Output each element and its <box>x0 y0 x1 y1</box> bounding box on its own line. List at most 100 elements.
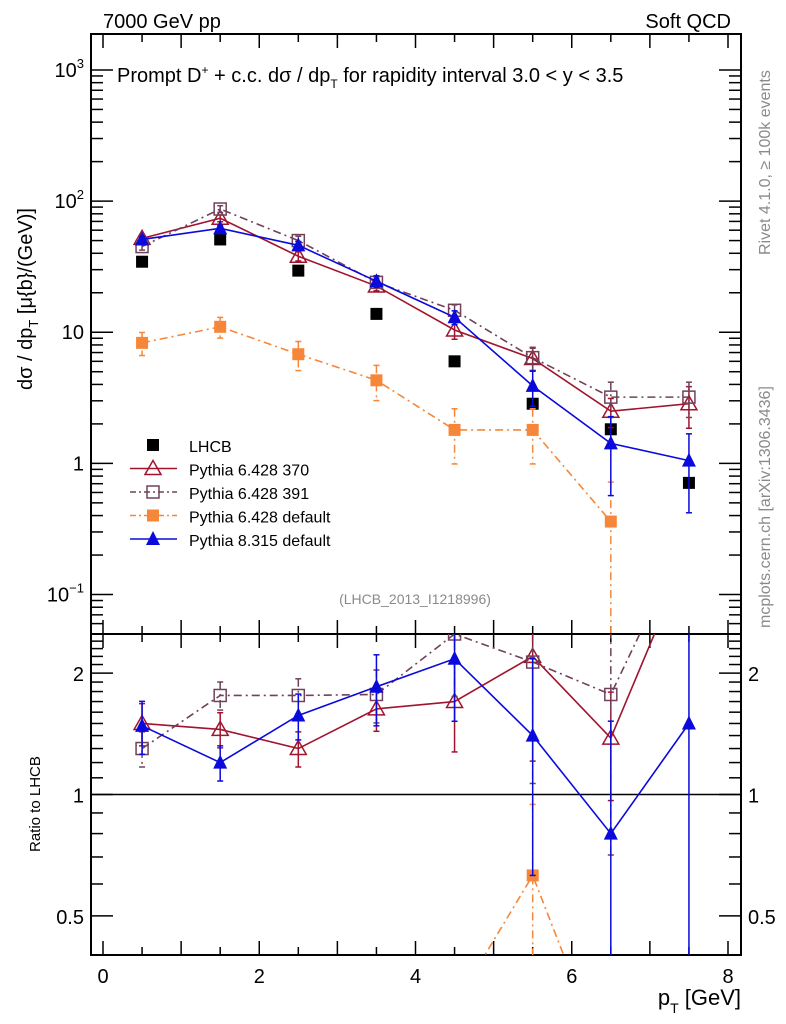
ratio-data-point <box>370 994 382 1006</box>
ratio-data-point <box>213 688 227 703</box>
main-data-point <box>682 390 696 404</box>
main-data-point <box>136 255 149 268</box>
legend-item: Pythia 6.428 370 <box>130 458 309 480</box>
x-tick-label: 8 <box>722 966 733 988</box>
legend-marker <box>147 509 159 522</box>
legend-item: Pythia 6.428 default <box>130 509 331 527</box>
ratio-series-line <box>141 634 641 750</box>
ratio-y-tick-label: 0.5 <box>56 907 84 929</box>
main-data-point <box>214 320 227 333</box>
legend-item: LHCB <box>147 439 232 456</box>
main-data-point <box>213 202 227 216</box>
ratio-data-point <box>603 825 618 840</box>
main-series-layer <box>132 202 699 634</box>
title-rest: + c.c. dσ / dp <box>208 65 330 87</box>
mcplots-label: mcplots.cern.ch [arXiv:1306.3436] <box>757 386 774 628</box>
y-tick-label: 10−1 <box>47 581 84 607</box>
ratio-data-point <box>135 717 150 732</box>
legend-label: Pythia 6.428 370 <box>189 463 309 480</box>
main-data-point <box>370 374 383 387</box>
ratio-data-point <box>604 687 618 702</box>
legend-label: LHCB <box>189 439 232 456</box>
rivet-version-label: Rivet 4.1.0, ≥ 100k events <box>757 70 774 255</box>
legend-label: Pythia 6.428 391 <box>189 486 309 503</box>
main-data-point <box>525 350 540 365</box>
legend-marker <box>146 485 160 499</box>
main-series-line <box>141 208 689 398</box>
title-tail: for rapidity interval 3.0 < y < 3.5 <box>338 65 624 87</box>
title-main: Prompt D <box>117 65 201 87</box>
main-data-point <box>289 246 308 263</box>
title-sub: T <box>330 77 338 91</box>
ratio-data-point <box>213 754 228 769</box>
ratio-data-point <box>210 719 230 737</box>
svg-text:pT [GeV]: pT [GeV] <box>658 985 741 1016</box>
x-axis-label: pT [GeV] <box>658 985 741 1016</box>
x-tick-label: 2 <box>254 966 265 988</box>
y-tick-label: 1 <box>73 453 84 475</box>
ratio-plot-area: 0 2 4 6 8 2 2 1 1 0.5 0.5 <box>56 544 776 1011</box>
main-data-point <box>604 390 618 404</box>
ratio-series-pythia-8-315-default <box>135 634 696 955</box>
main-data-point <box>526 423 539 436</box>
ratio-data-point <box>289 739 308 756</box>
legend-label: Pythia 8.315 default <box>189 533 331 550</box>
main-data-point <box>214 233 227 246</box>
main-data-point <box>681 452 696 467</box>
main-series-pythia-6-428-default <box>136 316 617 634</box>
main-data-point <box>136 336 149 349</box>
main-series-pythia-8-315-default <box>135 220 696 514</box>
main-data-point <box>448 355 461 368</box>
ratio-data-point <box>369 678 384 693</box>
header-left-label: 7000 GeV pp <box>103 11 221 33</box>
main-series-lhcb <box>136 233 695 489</box>
main-data-point <box>448 423 461 436</box>
x-tick-label: 4 <box>410 966 421 988</box>
ratio-y-axis-label: Ratio to LHCB <box>27 756 44 852</box>
legend-marker <box>146 531 160 545</box>
ratio-series-layer <box>132 544 697 1011</box>
x-tick-label: 0 <box>97 966 108 988</box>
legend-marker <box>143 458 163 476</box>
main-data-point <box>369 273 384 288</box>
main-data-point <box>523 349 542 366</box>
main-data-point <box>370 307 383 320</box>
main-data-point <box>292 264 305 277</box>
plot-title: Prompt D+ + c.c. dσ / dpT for rapidity i… <box>117 63 623 91</box>
ratio-series-pythia-6-428-default <box>370 803 565 1011</box>
ratio-y-tick-label-right: 1 <box>748 786 759 808</box>
legend-item: Pythia 8.315 default <box>130 531 331 550</box>
main-series-line <box>141 227 690 462</box>
main-data-point <box>135 231 150 246</box>
main-y-axis-label: dσ / dpT [μ{b}/(GeV)] <box>15 208 41 390</box>
ratio-data-point <box>525 727 540 742</box>
legend-label: Pythia 6.428 default <box>189 510 331 527</box>
main-data-point <box>603 435 618 450</box>
ratio-y-tick-label-right: 0.5 <box>748 907 776 929</box>
analysis-id-label: (LHCB_2013_I1218996) <box>339 591 491 607</box>
main-data-point <box>604 515 617 528</box>
ratio-data-point <box>681 715 696 730</box>
legend-marker <box>147 439 159 451</box>
main-data-point <box>447 309 462 324</box>
main-data-point <box>525 377 540 392</box>
ratio-y-tick-label: 2 <box>73 664 84 686</box>
main-data-point <box>291 237 306 252</box>
ratio-data-point <box>449 999 461 1011</box>
x-tick-label: 6 <box>566 966 577 988</box>
title-sup: + <box>201 63 208 77</box>
svg-text:dσ / dpT [μ{b}/(GeV)]: dσ / dpT [μ{b}/(GeV)] <box>15 208 41 390</box>
ratio-series-line <box>141 657 690 835</box>
y-tick-label: 10 <box>62 322 84 344</box>
header-right-label: Soft QCD <box>645 11 731 33</box>
ratio-y-tick-label: 1 <box>73 786 84 808</box>
ratio-y-tick-label-right: 2 <box>748 664 759 686</box>
ratio-series-line <box>142 634 656 750</box>
ratio-data-point <box>447 650 462 665</box>
main-data-point <box>445 320 464 337</box>
main-series-line <box>141 217 690 413</box>
ratio-data-point <box>681 544 697 558</box>
y-tick-label: 102 <box>55 187 84 213</box>
